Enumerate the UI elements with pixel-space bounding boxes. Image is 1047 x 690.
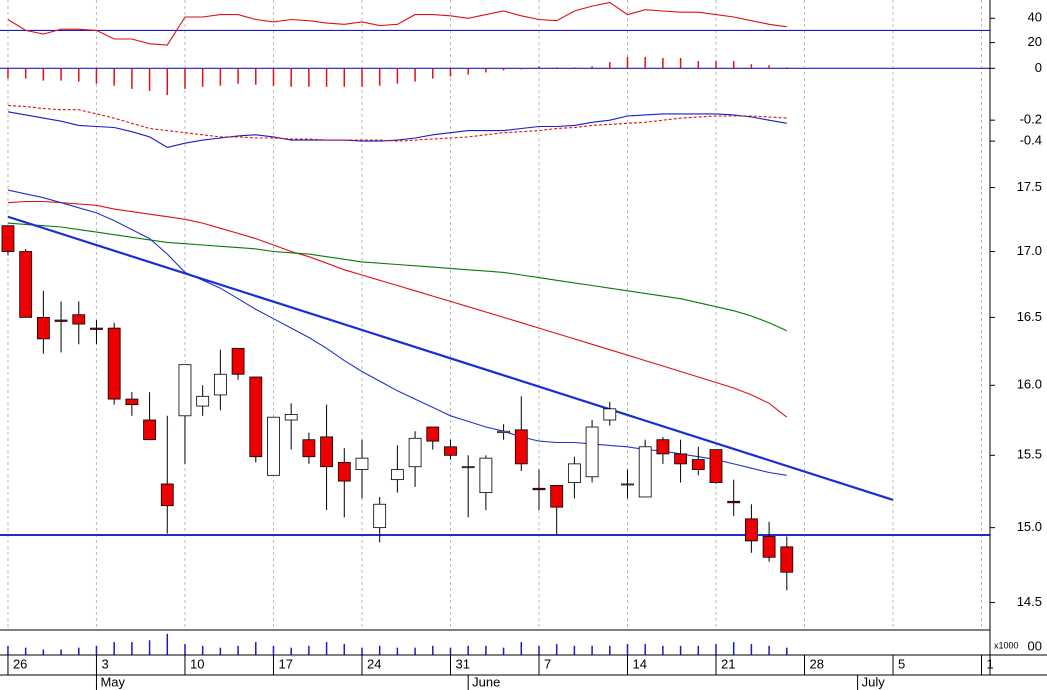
x-tick-label: 7: [544, 656, 551, 671]
y-tick-label: 17.5: [1017, 179, 1042, 194]
candle-body: [780, 546, 794, 573]
candle-body: [1, 225, 15, 252]
x-tick-label: 3: [101, 656, 108, 671]
series-line: [7, 104, 787, 142]
candle-body: [656, 439, 670, 455]
y-tick-label: 40: [1028, 10, 1042, 25]
candle-body: [408, 437, 422, 468]
candle-body: [284, 414, 298, 421]
x-tick-label: 26: [13, 656, 27, 671]
candle-body: [444, 446, 457, 456]
candle-body: [160, 483, 174, 507]
y-tick-label: -0.4: [1020, 133, 1042, 148]
candle-body: [727, 500, 741, 504]
candle-body: [709, 449, 723, 483]
y-tick-label: 15.5: [1017, 447, 1042, 462]
candle-body: [72, 314, 86, 325]
candle-body: [373, 503, 387, 529]
candle-body: [638, 446, 652, 498]
x-tick-label: 10: [190, 656, 204, 671]
y-tick-label: 0: [1035, 60, 1042, 75]
y-tick-label: 16.5: [1017, 309, 1042, 324]
candle-body: [107, 327, 121, 400]
volume-unit-label: x1000: [994, 640, 1019, 650]
x-tick-label: 28: [809, 656, 823, 671]
month-label: May: [100, 674, 125, 689]
candle-body: [320, 436, 333, 468]
candle-body: [479, 457, 493, 494]
x-tick-label: 24: [367, 656, 381, 671]
candle-body: [585, 426, 599, 478]
candle-body: [36, 316, 50, 340]
trend-line: [7, 215, 894, 501]
candle-body: [550, 485, 564, 508]
candle-body: [337, 462, 351, 482]
candle-body: [54, 319, 68, 322]
candle-body: [125, 398, 139, 406]
candle-body: [196, 395, 210, 407]
candle-body: [603, 408, 617, 421]
candle-body: [497, 430, 510, 434]
x-tick-label: 21: [721, 656, 735, 671]
candle-body: [143, 419, 156, 441]
series-line: [7, 111, 787, 148]
y-tick-label: 17.0: [1017, 243, 1042, 258]
candle-body: [621, 483, 634, 486]
y-tick-label: 14.5: [1017, 594, 1042, 609]
candle-body: [90, 327, 103, 330]
y-tick-label: 15.0: [1017, 519, 1042, 534]
candle-body: [532, 487, 546, 491]
candle-body: [302, 439, 316, 458]
x-tick-label: 5: [898, 656, 905, 671]
candle-body: [19, 251, 33, 318]
candle-body: [762, 536, 776, 558]
month-label: June: [472, 674, 500, 689]
candle-body: [355, 457, 369, 470]
y-tick-label: 16.0: [1017, 377, 1042, 392]
candle-body: [249, 376, 263, 458]
candle-body: [691, 459, 705, 470]
candle-body: [178, 364, 192, 417]
series-line: [7, 200, 788, 418]
series-line: [7, 222, 788, 332]
y-tick-label: 20: [1028, 34, 1042, 49]
volume-tick-label: 00: [1028, 638, 1042, 653]
candle-body: [674, 453, 687, 465]
x-tick-label: 1: [987, 656, 994, 671]
candle-body: [426, 426, 440, 442]
series-line: [7, 1, 787, 46]
candle-body: [461, 466, 475, 469]
candle-body: [231, 347, 245, 375]
candle-body: [390, 469, 404, 481]
x-tick-label: 17: [278, 656, 292, 671]
month-label: July: [862, 674, 886, 689]
y-tick-label: -0.2: [1020, 112, 1042, 127]
candle-body: [213, 373, 227, 396]
x-tick-label: 14: [632, 656, 646, 671]
x-tick-label: 31: [455, 656, 469, 671]
candle-body: [567, 463, 581, 483]
candle-body: [267, 416, 280, 476]
candle-body: [514, 429, 528, 465]
candle-body: [744, 518, 758, 542]
